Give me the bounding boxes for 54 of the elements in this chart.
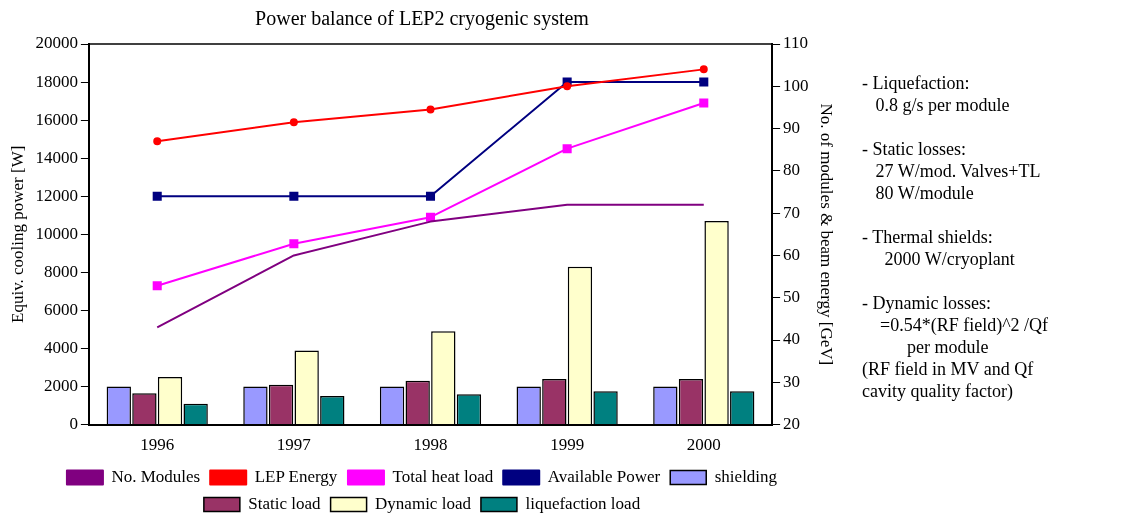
point: [699, 65, 708, 74]
x-tick-label: 2000: [686, 435, 721, 455]
chart-title: Power balance of LEP2 cryogenic system: [255, 7, 590, 31]
y-tick-label: 0: [69, 414, 78, 434]
point: [562, 144, 572, 154]
y-axis-title: Equiv. cooling power [W]: [7, 145, 27, 323]
point: [425, 191, 436, 201]
y-tick-label: 10000: [35, 223, 78, 243]
y-tick-label: 18000: [35, 71, 78, 91]
point: [289, 118, 298, 127]
text: - Liquefaction: 0.8 g/s per module: [862, 72, 1011, 116]
point: [563, 82, 572, 91]
y2-tick-label: 90: [783, 118, 801, 138]
y2-tick-label: 50: [783, 287, 801, 307]
point: [152, 191, 162, 201]
y2-tick-label: 80: [783, 160, 801, 180]
legend-label: shielding: [714, 466, 778, 486]
legend-label: LEP Energy: [254, 466, 338, 486]
point: [426, 105, 435, 114]
legend-label: Total heat load: [392, 466, 494, 486]
point: [152, 281, 162, 291]
point: [289, 191, 299, 201]
text: - Thermal shields: 2000 W/cryoplant: [862, 226, 1016, 270]
y-tick-label: 12000: [35, 185, 78, 205]
y-tick-label: 8000: [43, 261, 78, 281]
y2-tick-label: 100: [783, 75, 809, 95]
legend-label: No. Modules: [111, 466, 201, 486]
legend-label: liquefaction load: [525, 493, 641, 513]
legend-label: Dynamic load: [375, 493, 472, 513]
x-tick-label: 1999: [550, 435, 585, 455]
x-tick-label: 1996: [140, 435, 175, 455]
y-tick-label: 20000: [35, 33, 78, 53]
y-tick-label: 2000: [43, 376, 78, 396]
y2-tick-label: 40: [783, 329, 801, 349]
text: - Static losses: 27 W/mod. Valves+TL 80 W/module: [862, 138, 1042, 204]
y2-tick-label: 110: [783, 33, 808, 53]
y2-axis-title: No. of modules & beam energy [GeV]: [817, 103, 837, 366]
point: [699, 77, 709, 87]
y2-tick-label: 60: [783, 244, 801, 264]
y2-tick-label: 70: [783, 202, 801, 222]
text: - Dynamic losses: =0.54*(RF field)^2 /Qf per module (RF field in MV and Qf cavity quality factor): [862, 292, 1049, 402]
point: [289, 239, 299, 249]
x-tick-label: 1997: [276, 435, 312, 455]
y-tick-label: 16000: [35, 109, 78, 129]
y2-tick-label: 30: [783, 371, 801, 391]
y-tick-label: 6000: [43, 299, 78, 319]
point: [153, 137, 162, 146]
y-tick-label: 4000: [43, 337, 78, 357]
legend-label: Static load: [248, 493, 322, 513]
legend-label: Available Power: [547, 466, 661, 486]
y-tick-label: 14000: [35, 147, 78, 167]
y2-tick-label: 20: [783, 414, 801, 434]
point: [699, 98, 709, 108]
x-tick-label: 1998: [413, 435, 448, 455]
